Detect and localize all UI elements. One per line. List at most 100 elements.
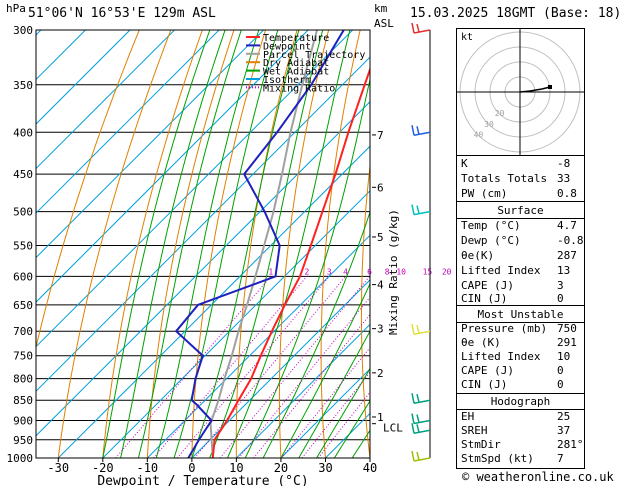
surface-value: 13 [557,264,571,277]
height-tick-label: 2 [377,367,384,380]
wind-barb [413,210,431,216]
isotherm [36,30,264,259]
height-tick-label: 6 [377,181,384,194]
pressure-tick-label: 800 [13,373,33,386]
surface-label: Temp (°C) [461,219,521,232]
index-k-value: -8 [557,157,571,170]
dry-adiabat [36,30,140,350]
wet-adiabat [280,282,370,458]
pressure-tick-label: 650 [13,299,33,312]
most-unstable-table: Most Unstable Pressure (mb) 750 θe (K) 291… [456,305,585,395]
x-tick-label: 40 [363,461,377,475]
pressure-tick-label: 850 [13,394,33,407]
mu-value: 291 [557,336,577,349]
dry-adiabat [235,30,298,458]
legend-entry: Parcel Trajectory [263,50,365,61]
legend-entry: Wet Adiabat [263,67,329,78]
hodograph-unit: kt [461,32,473,43]
mixing-ratio-label: 8 [385,267,390,276]
mixing-ratio-label: 2 [304,267,309,276]
mixing-ratio-line [238,296,370,458]
pressure-tick-label: 450 [13,168,33,181]
dry-adiabat [57,30,172,458]
pressure-tick-label: 300 [13,24,33,37]
wind-barb-feather [411,423,415,434]
most-unstable-title: Most Unstable [477,308,564,321]
wind-barb-feather [416,325,420,334]
hodo-value: 281° [557,438,584,451]
x-tick-label: 30 [318,461,332,475]
hodo-label: StmDir [461,438,501,451]
location-title: 51°06'N 16°53'E 129m ASL [28,6,216,21]
surface-label: Dewp (°C) [461,234,521,247]
pressure-tick-label: 350 [13,79,33,92]
wind-profile [411,22,431,462]
dry-adiabat [612,30,629,458]
pressure-tick-label: 950 [13,434,33,447]
surface-label: CIN (J) [461,292,508,305]
hodo-value: 7 [557,452,564,465]
height-tick-label: 5 [377,231,384,244]
hodo-value: 37 [557,424,571,437]
hodograph-ring-label: 20 [495,109,505,118]
isotherm [191,279,370,458]
hodo-label: SREH [461,424,488,437]
dry-adiabat [278,30,330,458]
height-tick-label: 4 [377,279,384,292]
isotherm [36,30,175,170]
pressure-tick-label: 700 [13,325,33,338]
mu-label: CAPE (J) [461,364,514,377]
hodograph-title: Hodograph [490,395,551,408]
mixing-ratio-label: 10 [396,267,406,276]
mixing-ratio-line [219,276,370,458]
legend-entry: Dry Adiabat [263,58,329,69]
height-unit-label: km [374,2,388,15]
mu-label: CIN (J) [461,378,508,391]
wet-adiabat [155,30,260,458]
hodo-value: 25 [557,410,571,423]
surface-table: Surface Temp (°C) 4.7 Dewp (°C) -0.8 θe(K)… [456,201,585,307]
wind-barb-feather [416,394,420,403]
wind-barb-feather [416,424,420,433]
credit-text: © weatheronline.co.uk [462,470,614,484]
pressure-tick-label: 600 [13,270,33,283]
height-tick-label: 7 [377,129,384,142]
wind-barb [413,131,431,137]
mu-value: 0 [557,364,564,377]
background-lines [36,30,629,458]
wind-barb [413,419,431,425]
wind-barb-feather [411,450,415,462]
pressure-tick-label: 1000 [7,452,34,465]
wind-barb [413,330,431,335]
pressure-unit-label: hPa [6,2,26,15]
wind-barb [413,429,431,435]
legend-entry: Mixing Ratio [263,83,335,94]
hodograph-ring-label: 30 [484,120,494,129]
legend-entry: Isotherm [263,75,311,86]
isotherm [36,56,370,392]
height-tick-label: 3 [377,323,384,336]
isotherm [146,234,370,458]
dry-adiabat [146,30,235,458]
x-tick-label: -10 [136,461,158,475]
hodograph-trace [519,86,551,93]
isotherm [36,30,309,303]
pressure-tick-label: 400 [13,126,33,139]
hodo-label: StmSpd (kt) [461,452,534,465]
dry-adiabat [102,30,203,458]
isotherm [36,30,220,214]
mixing-ratio-label: 6 [367,267,372,276]
mu-value: 0 [557,378,564,391]
dry-adiabat [320,30,361,458]
mixing-ratio-axis-label: Mixing Ratio (g/kg) [387,209,400,335]
height-ref-label: ASL [374,17,394,30]
series-dewpoint [174,30,345,458]
wind-barb [413,457,431,462]
mixing-ratio-label: 15 [423,267,433,276]
wind-barb-feather [416,451,420,461]
indices-table: K -8 Totals Totals 33 PW (cm) 0.8 [456,155,585,203]
surface-label: θe(K) [461,249,495,262]
wet-adiabat [333,400,370,458]
wet-adiabat [316,367,370,458]
